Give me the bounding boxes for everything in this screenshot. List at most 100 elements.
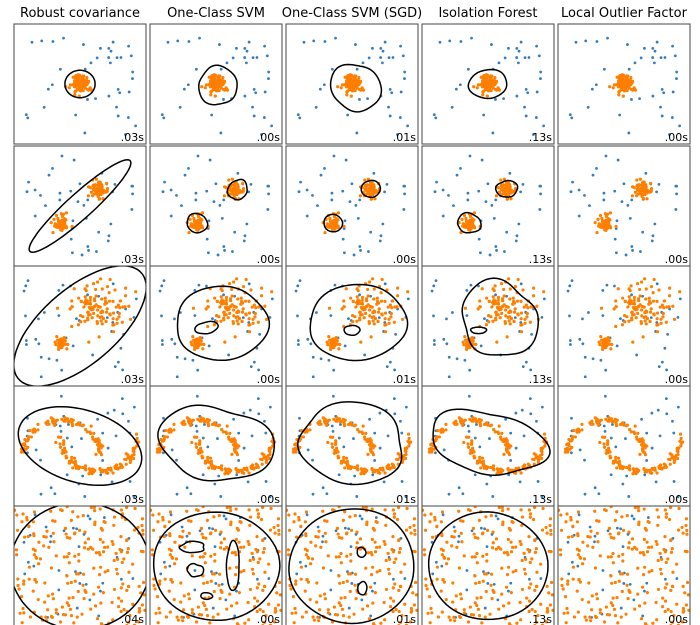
- inlier-point: [662, 465, 666, 470]
- inlier-point: [287, 553, 291, 557]
- inlier-point: [604, 219, 608, 224]
- inlier-point: [54, 554, 58, 558]
- inlier-point: [70, 224, 74, 229]
- inlier-point: [609, 456, 613, 460]
- inlier-point: [604, 343, 608, 347]
- inlier-point: [127, 570, 131, 574]
- inlier-point: [19, 595, 24, 599]
- outlier-point: [578, 337, 582, 341]
- inlier-point: [487, 314, 491, 318]
- inlier-point: [497, 506, 501, 510]
- inlier-point: [156, 520, 160, 524]
- inlier-point: [501, 298, 505, 303]
- inlier-point: [623, 320, 627, 324]
- inlier-point: [386, 567, 391, 571]
- outlier-point: [46, 87, 50, 91]
- inlier-point: [378, 466, 382, 471]
- inlier-point: [187, 418, 191, 422]
- inlier-point: [196, 219, 200, 224]
- inlier-point: [422, 508, 425, 512]
- outlier-point: [657, 365, 661, 369]
- inlier-point: [54, 213, 59, 218]
- outlier-point: [383, 40, 387, 44]
- outlier-point: [267, 577, 271, 580]
- timing-label: .01s: [393, 131, 416, 144]
- outlier-point: [591, 173, 595, 177]
- inlier-point: [444, 562, 449, 566]
- inlier-point: [99, 526, 103, 531]
- subplot-panel: .13s: [421, 145, 555, 267]
- outlier-point: [515, 56, 519, 59]
- inlier-point: [347, 615, 351, 619]
- inlier-point: [217, 514, 221, 518]
- inlier-point: [369, 439, 373, 443]
- inlier-point: [444, 422, 448, 426]
- outlier-point: [433, 451, 437, 455]
- inlier-point: [51, 519, 55, 523]
- axes-frame: [421, 385, 555, 507]
- inlier-point: [122, 607, 126, 612]
- inlier-point: [112, 558, 116, 563]
- inlier-point: [534, 547, 538, 551]
- inlier-point: [519, 311, 524, 315]
- inlier-point: [233, 335, 237, 339]
- inlier-point: [236, 322, 240, 326]
- outlier-point: [368, 417, 371, 421]
- outlier-point: [400, 431, 404, 435]
- inlier-point: [116, 303, 120, 307]
- inlier-point: [640, 308, 644, 312]
- outlier-point: [641, 294, 645, 298]
- inlier-point: [228, 566, 232, 570]
- inlier-point: [612, 83, 617, 87]
- inlier-point: [341, 518, 346, 522]
- outlier-point: [57, 314, 61, 318]
- outlier-point: [249, 365, 253, 369]
- outlier-point: [566, 289, 570, 293]
- outlier-point: [479, 526, 483, 530]
- inlier-point: [207, 83, 211, 87]
- inlier-point: [401, 317, 405, 322]
- inlier-point: [436, 615, 441, 619]
- inlier-point: [440, 553, 445, 557]
- inlier-point: [206, 324, 210, 329]
- inlier-point: [389, 596, 393, 600]
- subplot-panel: .01s: [285, 23, 419, 145]
- inlier-point: [195, 346, 199, 350]
- inlier-point: [506, 565, 511, 569]
- inlier-point: [101, 540, 105, 544]
- inlier-point: [625, 514, 629, 518]
- inlier-point: [311, 615, 315, 619]
- inlier-point: [82, 546, 87, 550]
- inlier-point: [254, 465, 258, 470]
- inlier-point: [514, 466, 518, 471]
- outlier-point: [538, 208, 542, 211]
- inlier-point: [519, 299, 523, 303]
- inlier-point: [534, 620, 539, 624]
- inlier-point: [630, 316, 634, 320]
- inlier-point: [653, 466, 657, 470]
- outlier-point: [483, 606, 487, 610]
- outlier-point: [207, 219, 211, 223]
- inlier-point: [404, 446, 409, 450]
- inlier-point: [519, 542, 523, 547]
- outlier-point: [441, 188, 445, 192]
- outlier-point: [347, 317, 350, 321]
- inlier-point: [212, 515, 216, 519]
- outlier-point: [222, 293, 225, 297]
- timing-label: .03s: [121, 253, 144, 266]
- inlier-point: [235, 446, 239, 450]
- inlier-point: [396, 506, 401, 510]
- outlier-point: [132, 495, 136, 499]
- outlier-point: [170, 448, 174, 452]
- outlier-point: [295, 572, 299, 576]
- inlier-point: [600, 338, 604, 342]
- outlier-point: [478, 445, 482, 449]
- inlier-point: [76, 572, 81, 576]
- inlier-point: [155, 595, 160, 599]
- inlier-point: [71, 83, 75, 87]
- outlier-point: [570, 560, 574, 564]
- outlier-point: [330, 191, 334, 195]
- inlier-point: [303, 520, 307, 524]
- inlier-point: [399, 570, 403, 574]
- outlier-point: [208, 158, 212, 162]
